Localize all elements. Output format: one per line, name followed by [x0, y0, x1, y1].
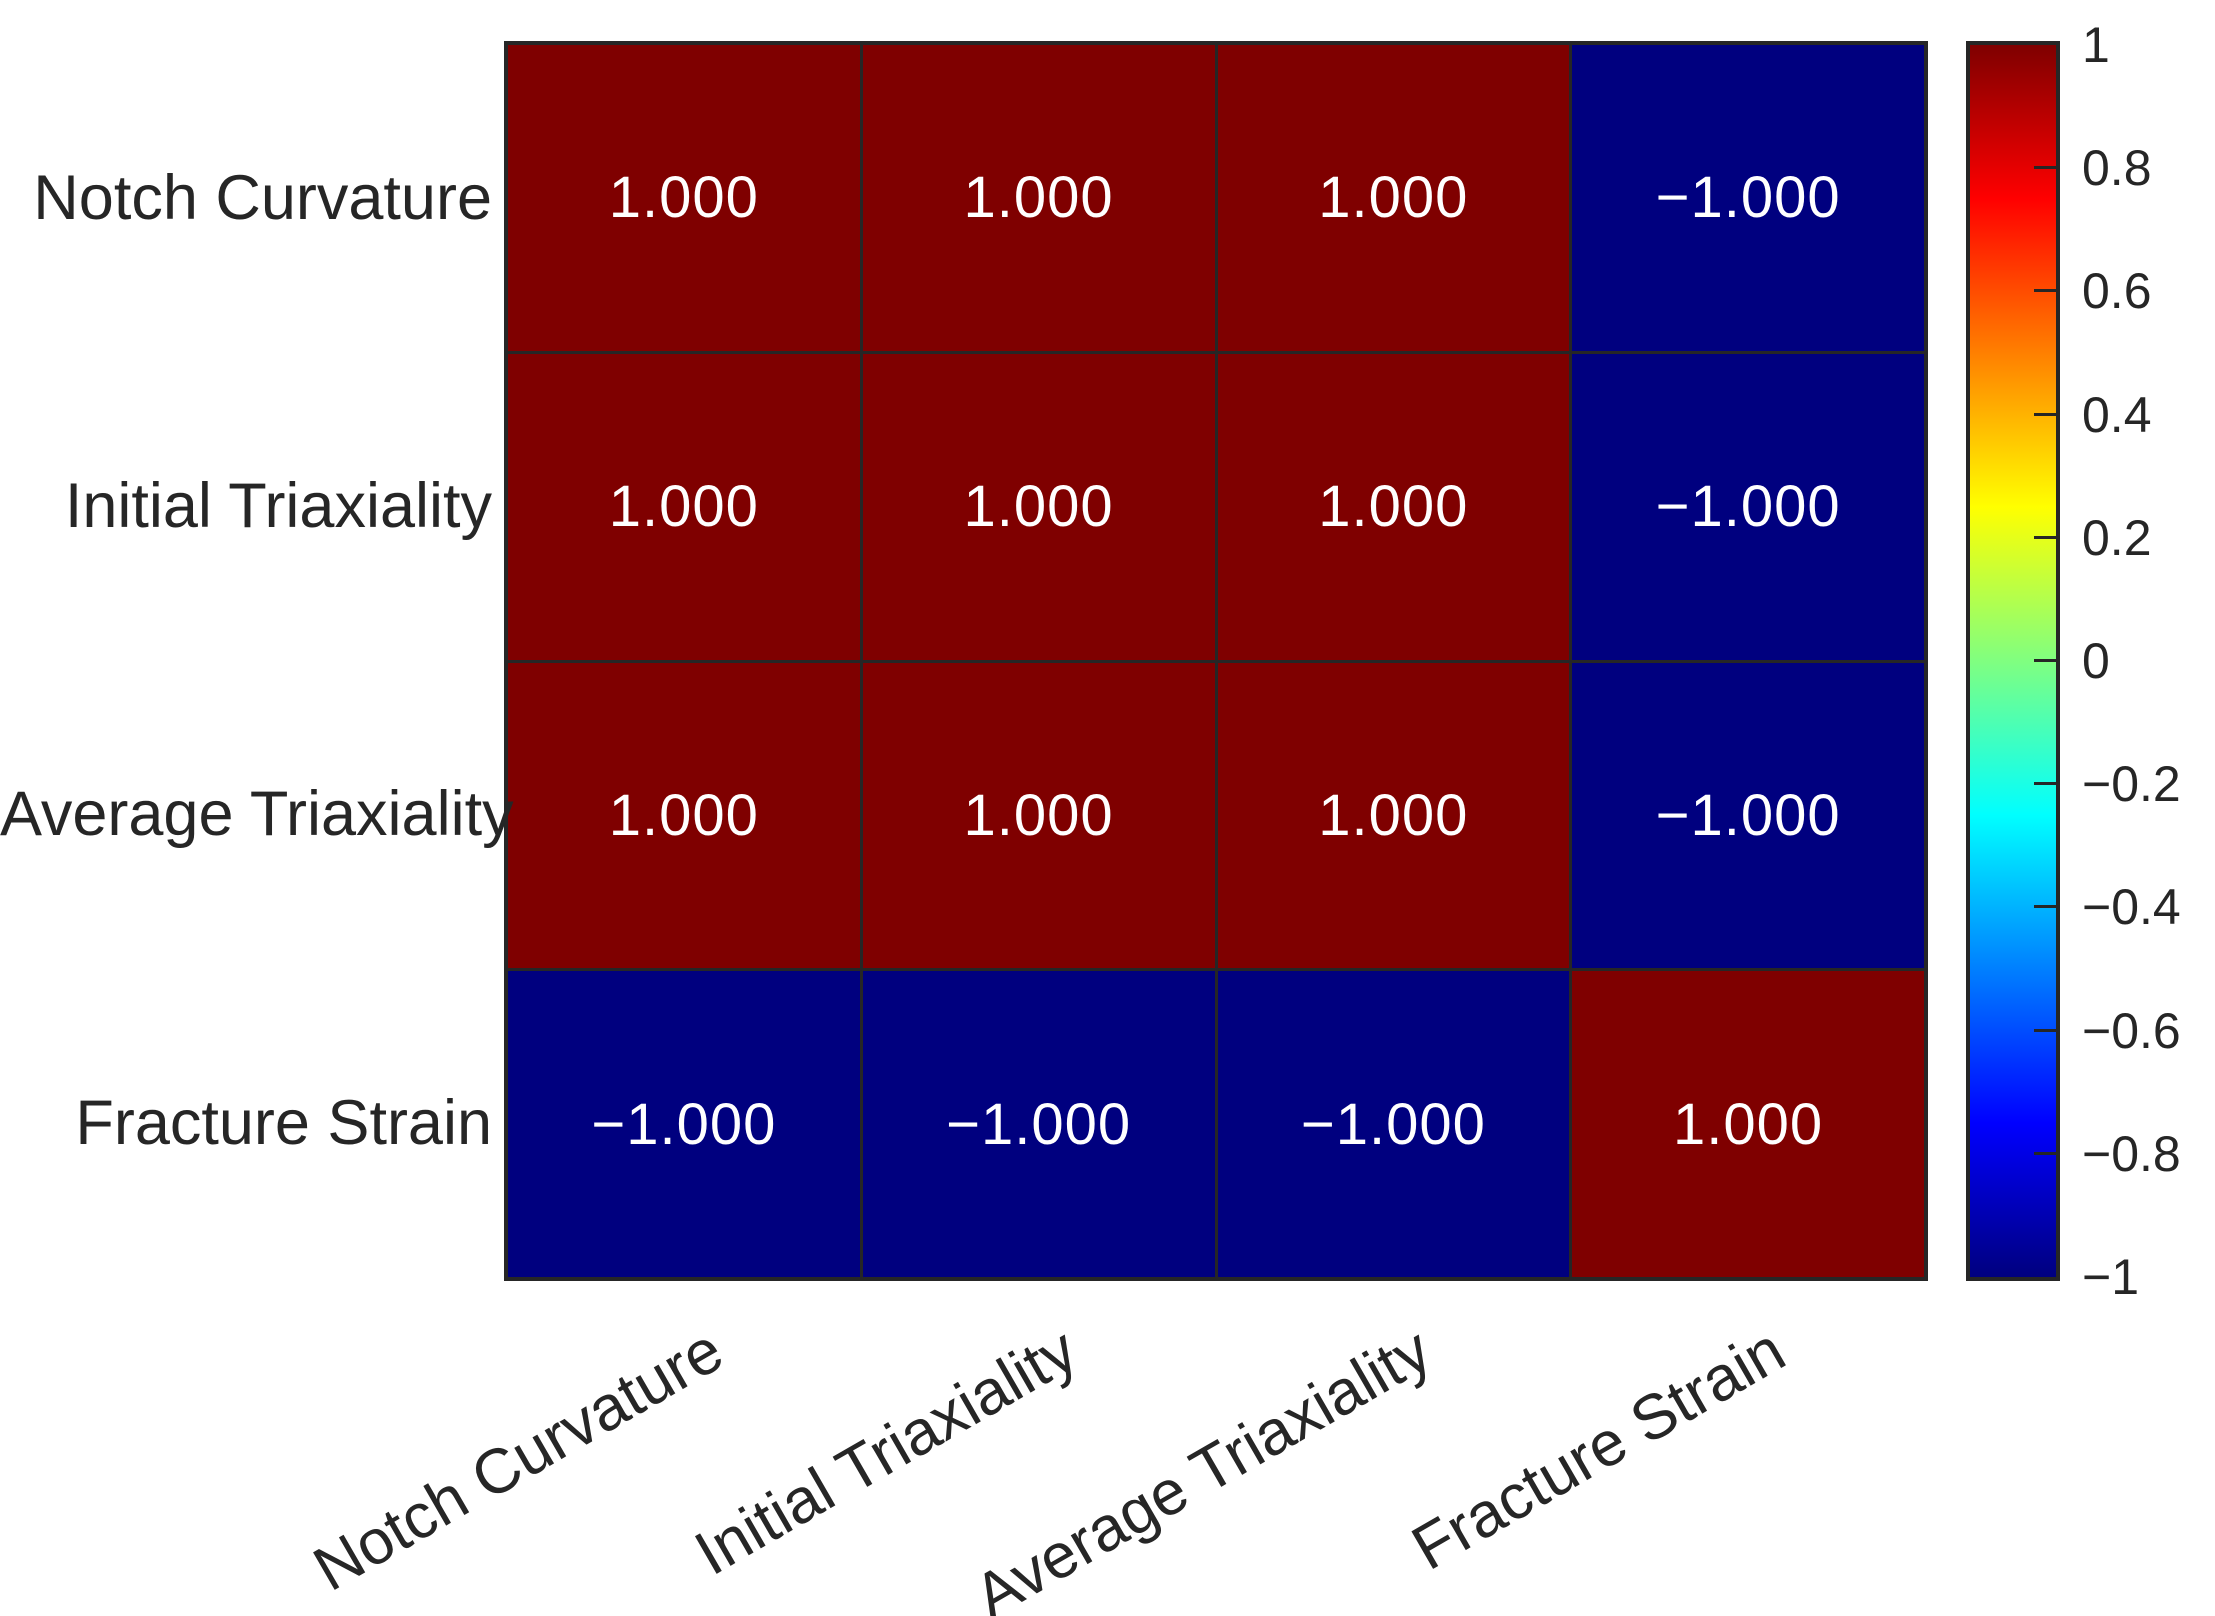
- colorbar-tick: [2034, 166, 2056, 170]
- cell-value: 1.000: [1318, 165, 1469, 231]
- colorbar-tick: [2034, 412, 2056, 416]
- colorbar-tick: [2034, 289, 2056, 293]
- cell-value: 1.000: [963, 474, 1114, 540]
- cell-value: 1.000: [1318, 474, 1469, 540]
- heatmap-cell: 1.000: [1572, 971, 1924, 1277]
- colorbar-tick: [2034, 782, 2056, 786]
- cell-value: −1.000: [1655, 474, 1841, 540]
- cell-value: 1.000: [608, 474, 759, 540]
- colorbar-tick-label: −1: [2082, 1249, 2140, 1305]
- cell-value: 1.000: [608, 782, 759, 848]
- cell-value: −1.000: [1655, 782, 1841, 848]
- cell-value: 1.000: [963, 782, 1114, 848]
- y-axis-label-average-triaxiality: Average Triaxiality: [0, 779, 514, 849]
- heatmap-cell: −1.000: [862, 971, 1215, 1277]
- cell-value: −1.000: [1300, 1091, 1486, 1157]
- colorbar-tick: [2034, 535, 2056, 539]
- heatmap-cell: 1.000: [862, 353, 1215, 660]
- colorbar-tick: [2034, 905, 2056, 909]
- colorbar-tick-label: −0.6: [2082, 1003, 2181, 1059]
- heatmap-cell: 1.000: [1217, 662, 1570, 969]
- colorbar-tick: [2034, 1028, 2056, 1032]
- cell-value: 1.000: [963, 165, 1114, 231]
- heatmap-cell: −1.000: [1572, 662, 1924, 969]
- heatmap-cell: 1.000: [508, 353, 860, 660]
- heatmap-cell: 1.000: [862, 45, 1215, 351]
- y-axis-label-initial-triaxiality: Initial Triaxiality: [64, 471, 492, 541]
- cell-value: −1.000: [946, 1091, 1132, 1157]
- cell-value: −1.000: [1655, 165, 1841, 231]
- y-axis-label-notch-curvature: Notch Curvature: [33, 163, 492, 233]
- colorbar-tick-label: 0.2: [2082, 510, 2152, 566]
- heatmap-cell: −1.000: [1217, 971, 1570, 1277]
- cell-value: 1.000: [1318, 782, 1469, 848]
- cell-value: 1.000: [608, 165, 759, 231]
- colorbar-tick: [2034, 1151, 2056, 1155]
- heatmap-cell: 1.000: [508, 662, 860, 969]
- colorbar-tick-label: 0.6: [2082, 263, 2152, 319]
- cell-value: 1.000: [1673, 1091, 1824, 1157]
- colorbar-tick-label: −0.2: [2082, 756, 2181, 812]
- y-axis-label-fracture-strain: Fracture Strain: [75, 1088, 492, 1158]
- heatmap-cell: 1.000: [508, 45, 860, 351]
- colorbar-tick-label: −0.8: [2082, 1126, 2181, 1182]
- colorbar: [1966, 41, 2060, 1281]
- heatmap-cell: −1.000: [1572, 353, 1924, 660]
- cell-value: −1.000: [591, 1091, 777, 1157]
- heatmap-grid: 1.000 1.000 1.000 −1.000 1.000 1.000 1.0…: [504, 41, 1928, 1281]
- heatmap-cell: −1.000: [508, 971, 860, 1277]
- colorbar-tick-label: 0.8: [2082, 140, 2152, 196]
- colorbar-tick-label: 1: [2082, 17, 2110, 73]
- colorbar-tick-label: −0.4: [2082, 879, 2181, 935]
- heatmap-cell: 1.000: [1217, 45, 1570, 351]
- heatmap-cell: 1.000: [862, 662, 1215, 969]
- colorbar-tick-label: 0: [2082, 633, 2110, 689]
- colorbar-tick: [2034, 659, 2056, 662]
- heatmap-cell: 1.000: [1217, 353, 1570, 660]
- heatmap-cell: −1.000: [1572, 45, 1924, 351]
- colorbar-tick-label: 0.4: [2082, 387, 2152, 443]
